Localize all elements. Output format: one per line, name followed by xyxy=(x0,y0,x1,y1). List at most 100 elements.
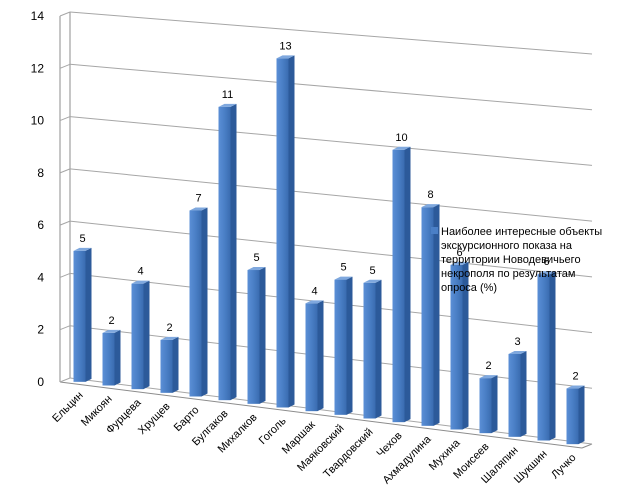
y-tick-label: 2 xyxy=(37,323,44,337)
y-tick-label: 14 xyxy=(31,9,45,23)
bar-front xyxy=(247,270,260,404)
bar xyxy=(421,204,440,426)
bar-side xyxy=(230,103,237,401)
bar xyxy=(450,261,469,430)
bar-front xyxy=(305,303,318,412)
gridline xyxy=(69,272,593,334)
bar xyxy=(392,146,411,423)
y-tick-label: 6 xyxy=(37,218,44,232)
gridline xyxy=(69,325,593,389)
gridline xyxy=(69,168,593,222)
bar xyxy=(218,103,237,401)
side-gridline xyxy=(59,168,71,174)
bar-side xyxy=(114,329,121,386)
bar-front xyxy=(421,207,434,426)
y-axis-ticks: 0 2 4 6 8 10 12 14 xyxy=(31,9,45,389)
bar xyxy=(247,267,266,404)
bar-front xyxy=(450,264,463,430)
bar-top xyxy=(131,280,150,284)
bar-side xyxy=(404,146,411,423)
bar-side xyxy=(85,247,92,382)
bar-front xyxy=(218,106,231,401)
bar-front xyxy=(73,250,86,382)
bar-front xyxy=(508,353,521,437)
bar xyxy=(189,207,208,397)
data-label: 5 xyxy=(79,233,85,245)
x-tick-label: Чехов xyxy=(375,430,405,460)
bars xyxy=(73,55,585,445)
y-tick-label: 0 xyxy=(37,375,44,389)
data-label: 4 xyxy=(311,285,317,297)
side-gridline xyxy=(59,11,71,17)
y-tick-label: 12 xyxy=(31,61,45,75)
bar-front xyxy=(189,210,202,397)
bar xyxy=(537,271,556,441)
legend-entry: Наиболее интересные объекты экскурсионног… xyxy=(441,226,602,294)
side-gridline xyxy=(59,63,71,69)
x-tick-label: Лучко xyxy=(549,452,578,481)
bar-side xyxy=(462,261,469,430)
gridline xyxy=(69,377,593,445)
bar-side xyxy=(143,280,150,390)
side-gridline xyxy=(59,272,71,278)
gridlines xyxy=(59,11,593,445)
bar-side xyxy=(433,204,440,426)
bar-top xyxy=(334,276,353,280)
x-tick-label: Гоголь xyxy=(257,415,289,447)
gridline xyxy=(69,220,593,278)
data-label: 3 xyxy=(514,336,520,348)
bar-side xyxy=(491,375,498,434)
bar-top xyxy=(102,329,121,333)
bar-front xyxy=(392,149,405,423)
bar-top xyxy=(218,103,237,107)
y-tick-label: 4 xyxy=(37,270,44,284)
bar-top xyxy=(276,55,295,59)
data-label: 2 xyxy=(166,322,172,334)
bar xyxy=(305,300,324,412)
chart-walls xyxy=(59,12,593,449)
bar-front xyxy=(334,279,347,415)
bar-side xyxy=(201,207,208,397)
bar-top xyxy=(160,336,179,340)
side-gridline xyxy=(59,220,71,226)
bar-top xyxy=(537,271,556,275)
y-tick-label: 8 xyxy=(37,166,44,180)
legend: Наиболее интересные объекты экскурсионног… xyxy=(431,226,602,294)
bar-top xyxy=(305,300,324,304)
legend-swatch xyxy=(431,227,438,234)
bar xyxy=(276,55,295,408)
bar-front xyxy=(160,339,173,393)
data-label: 6 xyxy=(456,247,462,259)
side-gridline xyxy=(59,325,71,331)
data-labels: 5 2 4 2 7 11 5 13 4 5 5 10 8 6 2 3 6 2 xyxy=(79,40,578,382)
data-label: 5 xyxy=(253,252,259,264)
data-label: 2 xyxy=(485,360,491,372)
side-gridline xyxy=(59,377,71,383)
bar-front xyxy=(276,58,289,408)
bar xyxy=(160,336,179,393)
floor-front-edge xyxy=(59,381,583,449)
y-tick-label: 10 xyxy=(31,114,45,128)
bar-side xyxy=(172,336,179,393)
gridline xyxy=(69,63,593,111)
bar-front xyxy=(537,274,550,441)
data-label: 6 xyxy=(543,256,549,268)
bar xyxy=(566,385,585,445)
bar-side xyxy=(578,385,585,445)
data-label: 5 xyxy=(340,262,346,274)
bar xyxy=(479,375,498,434)
bar-side xyxy=(520,350,527,437)
data-label: 7 xyxy=(195,193,201,205)
data-label: 8 xyxy=(427,189,433,201)
bar-front xyxy=(102,332,115,386)
data-label: 2 xyxy=(108,315,114,327)
bar-top xyxy=(189,207,208,211)
data-label: 4 xyxy=(137,266,143,278)
bar-side xyxy=(259,267,266,404)
gridline xyxy=(69,116,593,166)
bar-top xyxy=(73,247,92,251)
bar-top xyxy=(421,204,440,208)
bar xyxy=(334,276,353,415)
bar-top xyxy=(247,267,266,271)
